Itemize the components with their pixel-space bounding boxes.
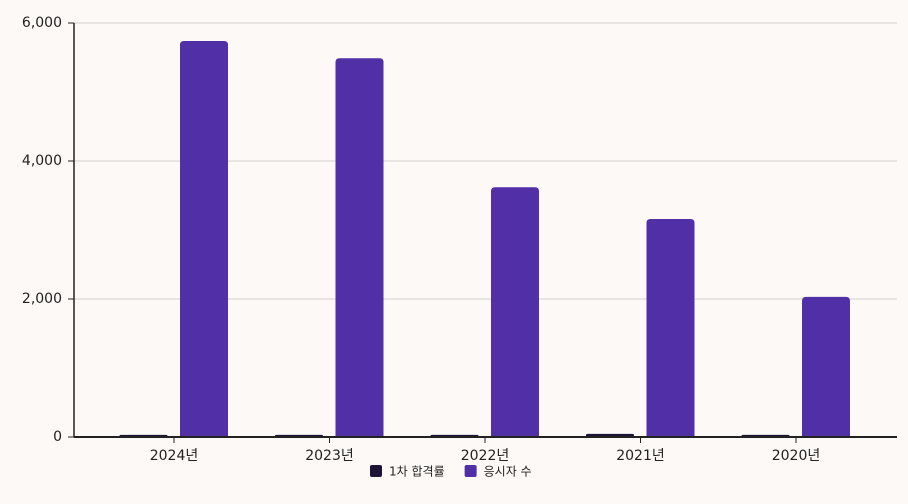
y-tick-label: 4,000 [22,153,62,169]
bar [491,187,539,437]
y-tick-label: 0 [53,429,62,445]
legend-label: 응시자 수 [484,465,532,479]
y-tick-label: 6,000 [22,15,62,31]
x-tick-label: 2020년 [772,448,821,464]
legend: 1차 합격률 응시자 수 [370,465,532,479]
x-tick-label: 2022년 [461,448,510,464]
legend-label: 1차 합격률 [389,465,445,479]
x-tick-label: 2021년 [616,448,665,464]
y-tick-label: 2,000 [22,291,62,307]
x-tick-label: 2024년 [150,448,199,464]
legend-swatch [464,465,477,477]
bar [335,58,384,437]
bar [646,218,695,437]
x-tick-label: 2023년 [305,448,354,464]
bar [802,296,850,437]
legend-swatch [370,465,382,477]
bar [180,40,228,437]
